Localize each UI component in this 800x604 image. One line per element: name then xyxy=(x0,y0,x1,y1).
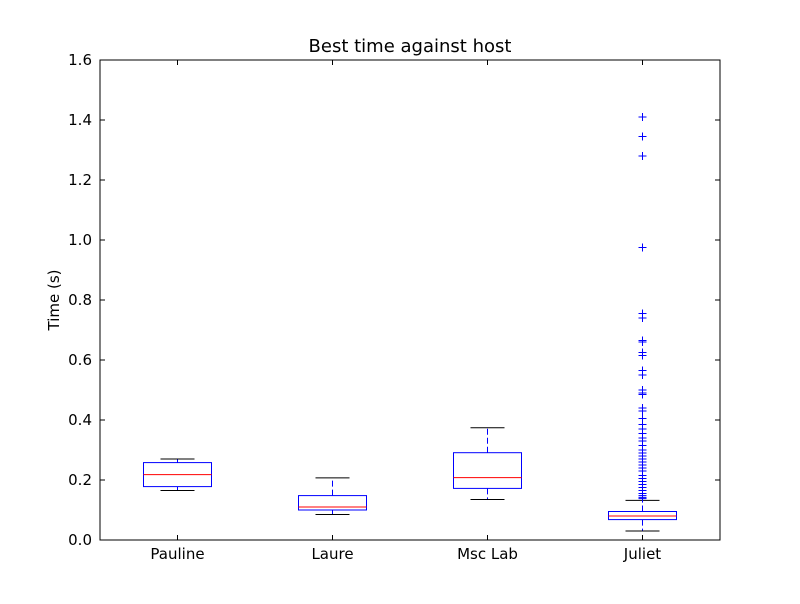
y-tick-label: 1.0 xyxy=(68,231,92,249)
y-tick-label: 0.6 xyxy=(68,351,92,369)
y-tick-label: 0.4 xyxy=(68,411,92,429)
y-tick-label: 0.8 xyxy=(68,291,92,309)
plot-area: 0.0 0.2 0.4 0.6 0.8 1.0 1.2 1.4 1.6 Pauline Laure M… xyxy=(68,51,720,563)
y-axis-label: Time (s) xyxy=(45,270,63,332)
box-iqr xyxy=(453,452,522,489)
x-tick-label: Pauline xyxy=(150,545,204,563)
x-tick-label: Laure xyxy=(311,545,353,563)
box-iqr xyxy=(298,495,367,511)
y-tick-label: 1.2 xyxy=(68,171,92,189)
y-tick-label: 0.0 xyxy=(68,531,92,549)
axes-frame xyxy=(99,59,721,541)
chart-title: Best time against host xyxy=(309,36,512,57)
x-tick-label: Msc Lab xyxy=(457,545,518,563)
y-tick-label: 1.6 xyxy=(68,51,92,69)
x-tick-label: Juliet xyxy=(623,545,661,563)
y-tick-label: 0.2 xyxy=(68,471,92,489)
y-tick-label: 1.4 xyxy=(68,111,92,129)
